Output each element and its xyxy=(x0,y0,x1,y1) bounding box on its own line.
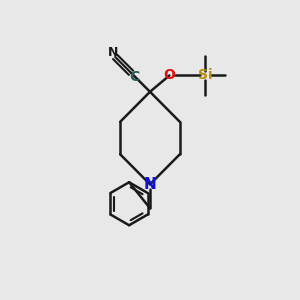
Text: Si: Si xyxy=(198,68,213,83)
Text: N: N xyxy=(144,177,156,192)
Text: O: O xyxy=(164,68,175,83)
Text: N: N xyxy=(108,46,118,59)
Text: C: C xyxy=(130,70,140,84)
